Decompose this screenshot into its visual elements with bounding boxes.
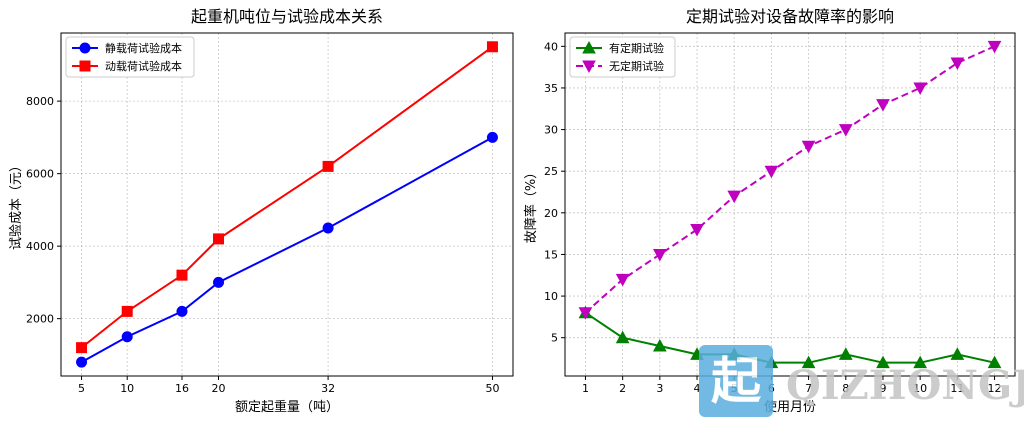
- y-tick-label: 2000: [26, 313, 54, 326]
- chart-tonnage-cost: 5 10 16 20 32 50 2000 4000 6000 8000 额定起重量（吨） 试验成本（…: [8, 7, 514, 415]
- series-0: [76, 131, 498, 368]
- data-point: [764, 165, 779, 179]
- data-point: [950, 347, 965, 360]
- x-tick-label: 10: [913, 382, 927, 395]
- y-tick-label: 40: [544, 40, 558, 53]
- data-point: [615, 330, 630, 344]
- series-0: [578, 305, 1002, 369]
- y-tick-label: 35: [544, 82, 558, 95]
- series-line: [81, 136, 493, 364]
- x-tick-label: 7: [805, 382, 812, 395]
- data-point: [652, 338, 667, 352]
- x-tick-label: 32: [321, 382, 335, 395]
- data-point: [486, 131, 498, 143]
- y-tick-label: 25: [544, 165, 558, 178]
- legend-label: 无定期试验: [609, 59, 664, 73]
- watermark-logo-char: 起: [711, 352, 762, 410]
- data-point: [322, 160, 334, 172]
- x-tick-label: 9: [879, 382, 886, 395]
- data-point: [876, 99, 890, 112]
- x-tick-label: 2: [619, 382, 626, 395]
- data-point: [486, 41, 498, 53]
- x-tick-label: 5: [78, 382, 85, 395]
- x-tick-label: 10: [120, 382, 134, 395]
- y-tick-label: 15: [544, 248, 558, 261]
- data-point: [876, 355, 890, 369]
- x-tick-label: 50: [485, 382, 499, 395]
- watermark-text: QIZHONGJI: [786, 362, 1024, 409]
- data-point: [578, 307, 593, 320]
- y-tick-label: 10: [544, 290, 558, 303]
- chart-title: 起重机吨位与试验成本关系: [191, 7, 383, 26]
- data-point: [727, 190, 742, 204]
- data-point: [913, 355, 928, 369]
- legend-label: 静载荷试验成本: [105, 41, 182, 55]
- legend-label: 动载荷试验成本: [105, 59, 182, 73]
- data-point: [987, 40, 1002, 54]
- x-tick-label: 11: [950, 382, 964, 395]
- x-tick-label: 4: [694, 382, 701, 395]
- x-tick-label: 12: [988, 382, 1002, 395]
- x-tick-label: 8: [842, 382, 849, 395]
- y-axis-label: 试验成本（元）: [8, 159, 24, 250]
- data-point: [322, 222, 334, 234]
- data-point: [76, 356, 88, 368]
- legend-marker: [582, 60, 596, 74]
- y-tick-label: 8000: [26, 95, 54, 108]
- legend-marker: [79, 60, 91, 72]
- data-point: [213, 276, 225, 288]
- data-point: [801, 355, 816, 369]
- series-line: [584, 311, 995, 364]
- data-point: [987, 355, 1002, 369]
- data-point: [652, 248, 667, 262]
- watermark: 起 QIZHONGJI: [699, 345, 1024, 417]
- legend-marker: [79, 42, 91, 54]
- y-tick-label: 4000: [26, 240, 54, 253]
- x-axis-label: 使用月份: [764, 399, 816, 415]
- x-tick-label: 1: [582, 382, 589, 395]
- y-axis-label: 故障率（%）: [523, 166, 539, 243]
- data-point: [838, 347, 853, 360]
- data-point: [615, 273, 630, 287]
- legend-marker: [582, 40, 596, 54]
- x-tick-label: 16: [175, 382, 189, 395]
- watermark-logo-box: [699, 345, 773, 417]
- x-axis-label: 额定起重量（吨）: [235, 399, 339, 415]
- chart-title: 定期试验对设备故障率的影响: [686, 7, 894, 26]
- chart-failure-rate: 123456789101112510152025303540使用月份故障率（%）…: [523, 7, 1016, 415]
- series-1: [76, 41, 498, 354]
- data-point: [950, 57, 965, 71]
- grid: [61, 33, 513, 376]
- plot-frame: [564, 32, 1016, 377]
- legend-label: 有定期试验: [609, 41, 664, 55]
- data-point: [690, 223, 704, 237]
- x-tick-label: 3: [656, 382, 663, 395]
- grid: [565, 33, 1015, 376]
- x-tick-label: 20: [212, 382, 226, 395]
- y-tick-label: 6000: [26, 168, 54, 181]
- plot-frame: [60, 32, 514, 377]
- data-point: [176, 305, 188, 317]
- data-point: [76, 342, 88, 354]
- series-line: [584, 45, 995, 314]
- series-1: [578, 40, 1002, 320]
- y-tick-label: 30: [544, 124, 558, 137]
- data-point: [121, 331, 133, 343]
- data-point: [838, 124, 853, 137]
- data-point: [801, 140, 816, 154]
- y-tick-label: 20: [544, 207, 558, 220]
- data-point: [121, 305, 133, 317]
- data-point: [213, 233, 225, 245]
- y-tick-label: 5: [551, 332, 558, 345]
- data-point: [176, 269, 188, 281]
- series-line: [80, 45, 494, 349]
- data-point: [913, 82, 928, 95]
